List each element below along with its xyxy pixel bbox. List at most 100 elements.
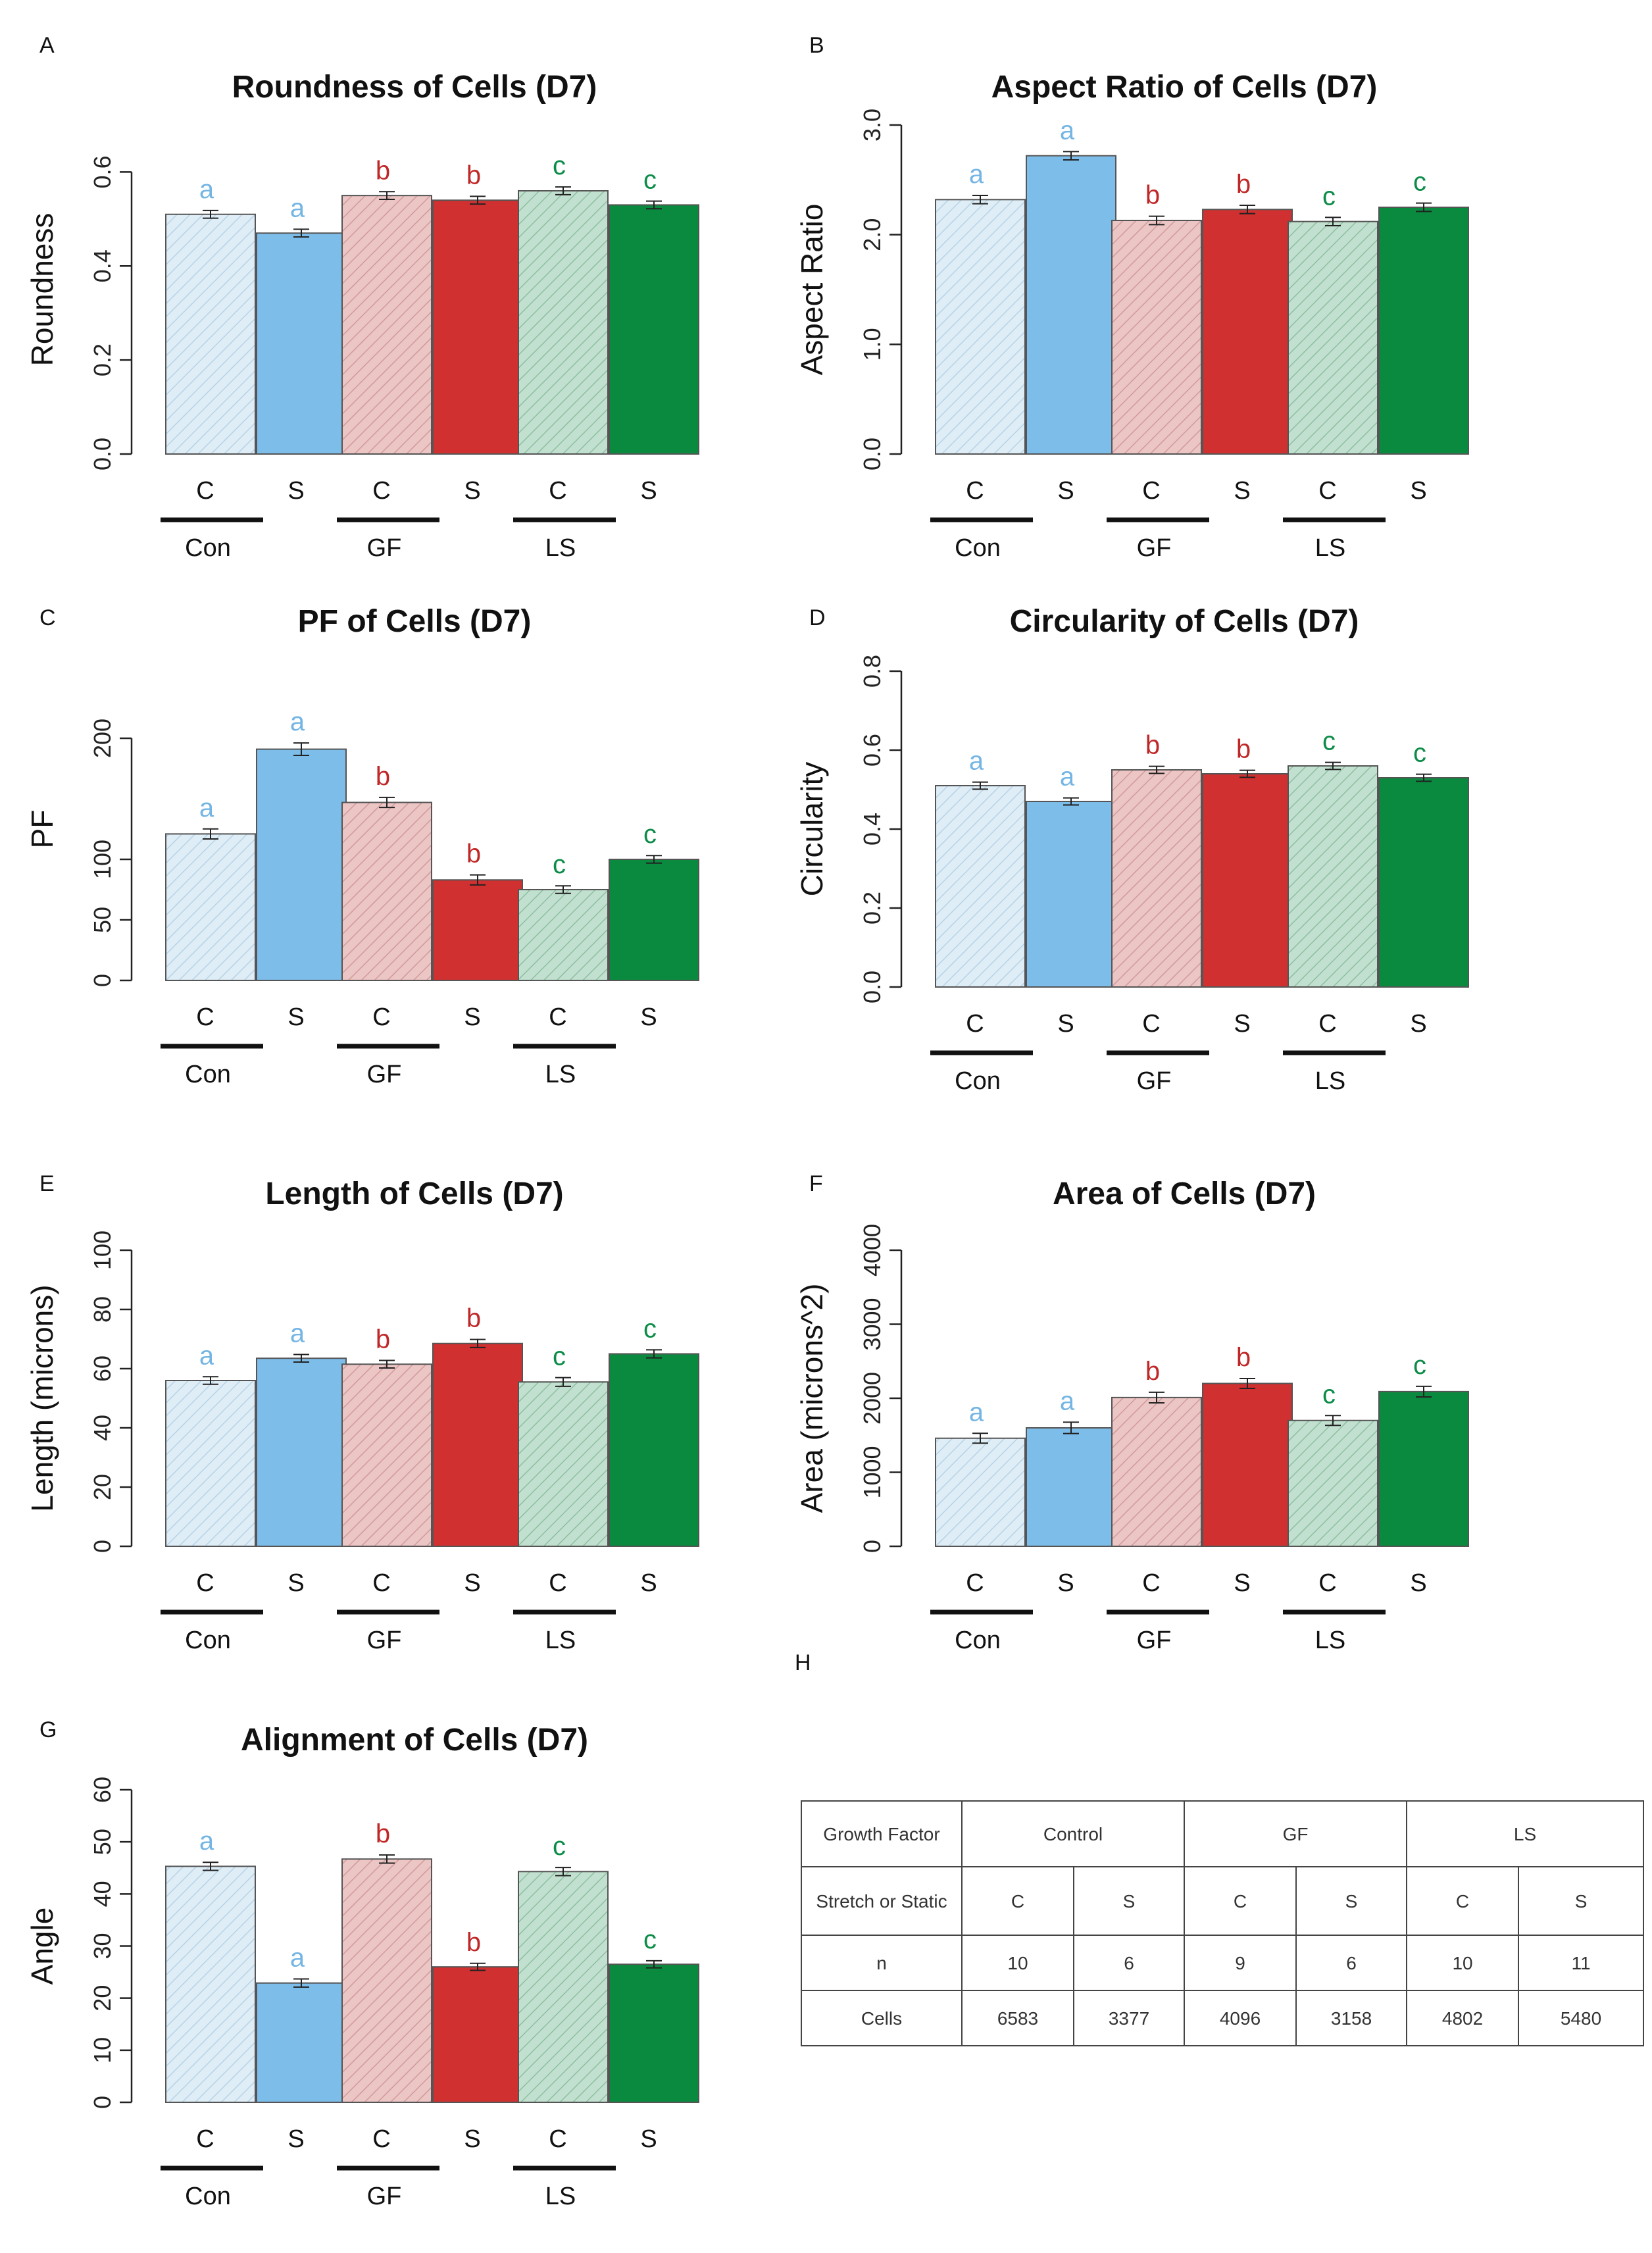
x-tick-label: C <box>372 1003 390 1031</box>
chart-panel-a: A Roundness of Cells (D7) Roundness 0.0 0.2 0… <box>25 33 699 562</box>
y-tick-label: 0.0 <box>859 971 886 1003</box>
chart-panel-g: G Alignment of Cells (D7) Angle 0 10 20 30 40 50… <box>25 1717 699 2210</box>
x-tick-label: C <box>196 1003 214 1031</box>
x-tick-label: S <box>1410 1010 1426 1038</box>
bar-undefined <box>256 232 347 455</box>
group-label: Con <box>185 1627 231 1654</box>
x-tick-label: S <box>1057 477 1074 505</box>
x-tick-label: S <box>464 1003 480 1031</box>
y-tick-label: 1.0 <box>859 328 886 361</box>
significance-label: c <box>1322 1380 1336 1409</box>
x-tick-label: S <box>1410 477 1426 505</box>
significance-label: c <box>643 166 657 195</box>
chart-title: Alignment of Cells (D7) <box>241 1723 588 1758</box>
bar-undefined <box>432 199 523 455</box>
panel-letter: E <box>39 1171 55 1196</box>
significance-label: a <box>1060 1386 1075 1415</box>
significance-label: c <box>1322 727 1336 756</box>
table-cell: C <box>1406 1866 1520 1936</box>
chart-title: Area of Cells (D7) <box>1053 1177 1316 1211</box>
x-tick-label: C <box>372 477 390 505</box>
table-cell: 11 <box>1518 1935 1645 1991</box>
bar-undefined <box>256 1357 347 1547</box>
table-cell: 6 <box>1295 1935 1408 1991</box>
significance-label: b <box>466 1304 481 1333</box>
bar-undefined <box>432 1966 523 2103</box>
group-label: LS <box>545 1627 576 1654</box>
x-tick-label: S <box>1057 1010 1074 1038</box>
x-tick-label: C <box>372 1569 390 1597</box>
significance-label: a <box>969 1398 984 1427</box>
x-tick-label: C <box>372 2125 390 2153</box>
bar-undefined <box>1111 1396 1202 1547</box>
chart-panel-d: D Circularity of Cells (D7) Circularity 0.0… <box>795 604 1469 1095</box>
bar-undefined <box>518 1381 609 1547</box>
bar-undefined <box>1288 220 1378 455</box>
significance-label: b <box>1145 1357 1160 1386</box>
group-label: GF <box>1137 534 1172 562</box>
significance-label: a <box>1060 763 1075 792</box>
significance-label: c <box>553 1342 566 1371</box>
y-axis-label: Roundness <box>25 213 59 367</box>
y-tick-label: 80 <box>89 1296 116 1323</box>
group-label: LS <box>545 1061 576 1088</box>
bar-undefined <box>609 1353 699 1547</box>
y-tick-label: 50 <box>89 1829 116 1855</box>
y-axis-label: Length (microns) <box>25 1284 59 1511</box>
x-tick-label: C <box>1318 1569 1336 1597</box>
table-row-header: n <box>801 1935 963 1991</box>
table-row: n 10 6 9 6 10 11 <box>801 1935 1645 1991</box>
group-label: GF <box>367 1061 402 1088</box>
significance-label: a <box>290 707 305 736</box>
bar-undefined <box>935 1437 1026 1547</box>
y-tick-label: 50 <box>89 907 116 933</box>
significance-label: c <box>643 1925 657 1954</box>
y-axis-label: Aspect Ratio <box>795 204 829 376</box>
y-axis-label: PF <box>25 810 59 849</box>
table-cell: 10 <box>961 1935 1074 1991</box>
significance-label: b <box>376 762 390 791</box>
panel-letter: C <box>39 605 56 630</box>
chart-title: Length of Cells (D7) <box>265 1177 563 1211</box>
table-cell: 9 <box>1184 1935 1297 1991</box>
group-label: LS <box>1315 534 1345 562</box>
x-tick-label: C <box>196 2125 214 2153</box>
significance-label: c <box>553 151 566 180</box>
y-tick-label: 0.8 <box>859 655 886 688</box>
bar-undefined <box>1288 765 1378 988</box>
panel-letter: G <box>39 1717 57 1742</box>
significance-label: c <box>643 1314 657 1343</box>
x-tick-label: C <box>549 477 566 505</box>
y-tick-label: 200 <box>89 719 116 758</box>
table-row-header: Stretch or Static <box>801 1866 963 1936</box>
chart-title: Aspect Ratio of Cells (D7) <box>991 70 1378 105</box>
x-tick-label: S <box>464 2125 480 2153</box>
y-tick-label: 60 <box>89 1777 116 1803</box>
group-label: Con <box>955 1067 1001 1095</box>
chart-panel-c: C PF of Cells (D7) PF 0 50 100 200 a Ca Sb Cb Sc Cc S… <box>25 604 699 1088</box>
table-cell: C <box>961 1866 1074 1936</box>
panel-letter: A <box>39 33 55 58</box>
significance-label: b <box>1236 170 1251 199</box>
table-cell: LS <box>1406 1800 1645 1867</box>
bar-undefined <box>1288 1419 1378 1547</box>
y-tick-label: 2000 <box>859 1372 886 1425</box>
x-tick-label: C <box>196 477 214 505</box>
significance-label: a <box>969 747 984 776</box>
group-label: Con <box>955 1627 1001 1654</box>
table-cell: 6583 <box>961 1990 1074 2046</box>
x-tick-label: S <box>288 1569 304 1597</box>
y-tick-label: 3000 <box>859 1298 886 1350</box>
group-label: Con <box>185 534 231 562</box>
y-tick-label: 3.0 <box>859 109 886 141</box>
x-tick-label: C <box>196 1569 214 1597</box>
y-tick-label: 40 <box>89 1881 116 1907</box>
panel-letter: D <box>809 605 826 630</box>
table-cell: 6 <box>1072 1935 1186 1991</box>
chart-panel-e: E Length of Cells (D7) Length (microns) 0 20… <box>25 1171 699 1654</box>
y-tick-label: 10 <box>89 2037 116 2063</box>
bar-undefined <box>518 889 609 981</box>
significance-label: c <box>1413 168 1426 197</box>
significance-label: b <box>1145 181 1160 210</box>
significance-label: c <box>1322 182 1336 211</box>
